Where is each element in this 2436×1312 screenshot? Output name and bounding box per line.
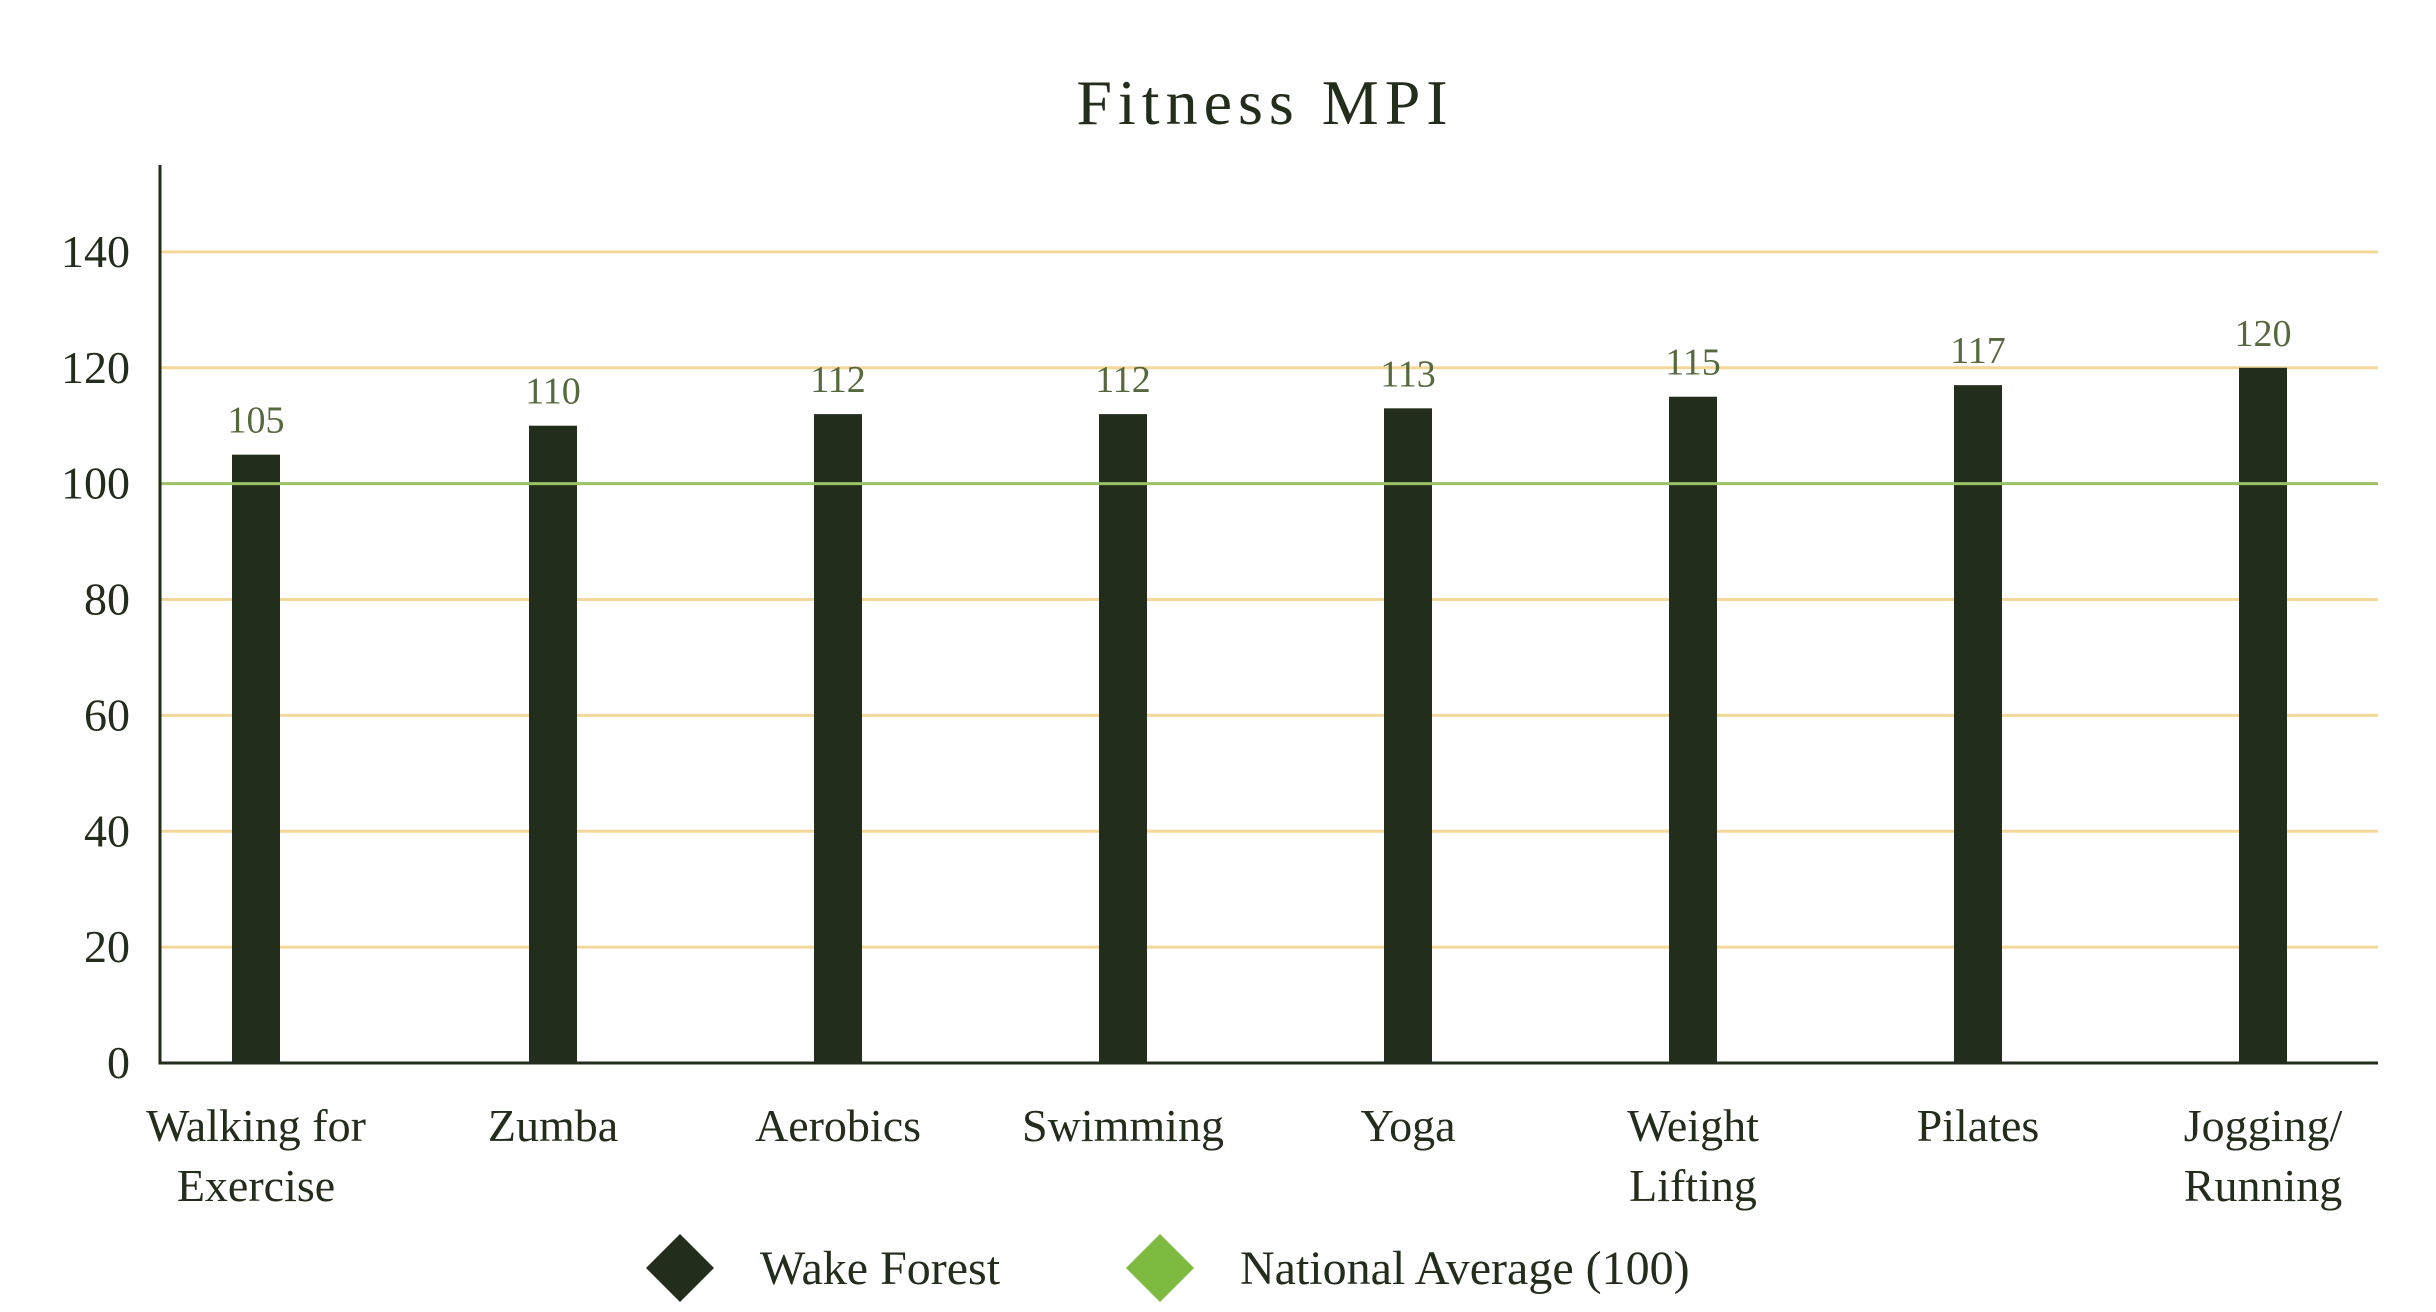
chart-title: Fitness MPI: [1076, 67, 1453, 138]
category-label-7: Jogging/Running: [2184, 1100, 2343, 1211]
category-label-5: Weight Lifting: [1627, 1100, 1759, 1211]
bar-2: [814, 414, 862, 1064]
value-label-7: 120: [2235, 313, 2292, 355]
bar-0: [232, 454, 280, 1063]
category-label-0: Walking for Exercise: [146, 1100, 366, 1211]
y-tick-label-80: 80: [84, 574, 130, 625]
bar-1: [529, 425, 577, 1063]
value-label-4: 113: [1380, 353, 1436, 395]
value-label-0: 105: [228, 400, 285, 442]
bar-5: [1669, 396, 1717, 1063]
y-tick-label-0: 0: [107, 1037, 130, 1088]
x-category-labels: Walking for Exercise Zumba Aerobics Swimming…: [146, 1100, 2342, 1211]
bar-3: [1099, 414, 1147, 1064]
category-label-line: Aerobics: [755, 1100, 921, 1151]
category-label-line: Swimming: [1022, 1100, 1224, 1151]
value-label-6: 117: [1950, 330, 2006, 372]
value-label-1: 110: [525, 371, 581, 413]
bar-6: [1954, 385, 2002, 1063]
axes: [158, 165, 2378, 1065]
y-tick-label-20: 20: [84, 921, 130, 972]
value-labels: 105 110 112 112 113 115 117 120: [228, 313, 2292, 442]
legend-label-wake-forest: Wake Forest: [760, 1242, 1001, 1295]
category-label-line: Weight: [1627, 1100, 1759, 1151]
y-tick-label-120: 120: [61, 342, 130, 393]
category-label-line: Exercise: [177, 1160, 335, 1211]
category-label-line: Jogging/: [2184, 1100, 2343, 1151]
category-label-line: Zumba: [488, 1100, 618, 1151]
category-label-3: Swimming: [1022, 1100, 1224, 1151]
y-tick-label-100: 100: [61, 458, 130, 509]
legend-label-national-average: National Average (100): [1240, 1242, 1690, 1295]
legend-marker-national-average: [1126, 1234, 1194, 1302]
y-tick-label-140: 140: [61, 226, 130, 277]
category-label-4: Yoga: [1360, 1100, 1455, 1151]
category-label-1: Zumba: [488, 1100, 618, 1151]
bar-4: [1384, 408, 1432, 1063]
category-label-line: Running: [2184, 1160, 2342, 1211]
bars: [232, 367, 2287, 1064]
category-label-2: Aerobics: [755, 1100, 921, 1151]
category-label-line: Pilates: [1917, 1100, 2040, 1151]
y-tick-label-60: 60: [84, 689, 130, 740]
value-label-3: 112: [1095, 359, 1151, 401]
category-label-line: Lifting: [1629, 1160, 1757, 1211]
category-label-line: Walking for: [146, 1100, 366, 1151]
y-tick-label-40: 40: [84, 805, 130, 856]
value-label-2: 112: [810, 359, 866, 401]
y-tick-labels: 0 20 40 60 80 100 120 140: [61, 226, 130, 1088]
category-label-line: Yoga: [1360, 1100, 1455, 1151]
bar-7: [2239, 367, 2287, 1064]
legend: Wake Forest National Average (100): [646, 1234, 1690, 1302]
gridlines: [160, 250, 2378, 949]
value-label-5: 115: [1665, 342, 1721, 384]
category-label-6: Pilates: [1917, 1100, 2040, 1151]
legend-marker-wake-forest: [646, 1234, 714, 1302]
